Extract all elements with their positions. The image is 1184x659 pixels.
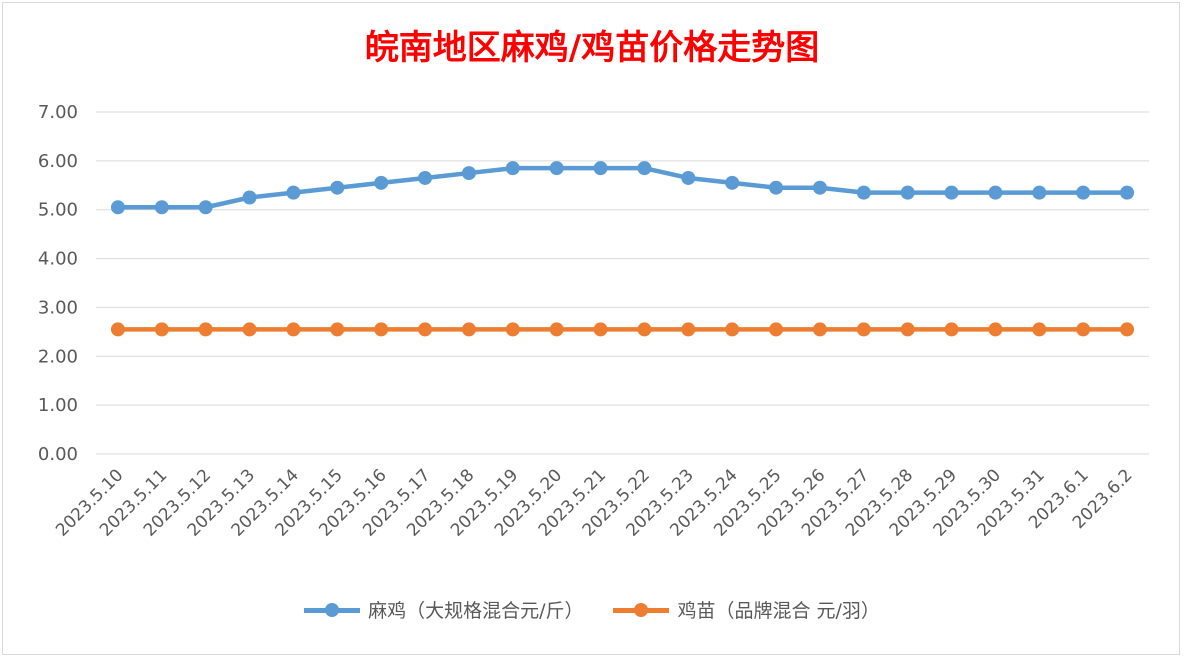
- data-point-series-2: [637, 322, 652, 337]
- data-point-series-2: [856, 322, 871, 337]
- data-point-series-1: [330, 180, 345, 195]
- data-point-series-1: [812, 180, 827, 195]
- y-tick-label: 3.00: [38, 297, 78, 318]
- series-line-1: [117, 165, 1128, 210]
- data-point-series-2: [242, 322, 257, 337]
- legend-dot-series-1: [325, 602, 340, 617]
- data-point-series-1: [1032, 185, 1047, 200]
- data-point-series-1: [988, 185, 1003, 200]
- data-point-series-2: [1032, 322, 1047, 337]
- data-point-series-2: [198, 322, 213, 337]
- data-point-series-2: [988, 322, 1003, 337]
- data-point-series-2: [1120, 322, 1135, 337]
- data-point-series-2: [900, 322, 915, 337]
- data-point-series-2: [769, 322, 784, 337]
- data-point-series-2: [418, 322, 433, 337]
- data-point-series-1: [549, 161, 564, 176]
- data-point-series-1: [110, 200, 125, 215]
- data-point-series-1: [418, 170, 433, 185]
- data-point-series-1: [637, 161, 652, 176]
- data-point-series-2: [286, 322, 301, 337]
- data-point-series-2: [812, 322, 827, 337]
- data-point-series-1: [154, 200, 169, 215]
- data-point-series-1: [681, 170, 696, 185]
- data-point-series-1: [374, 175, 389, 190]
- data-point-series-1: [944, 185, 959, 200]
- y-tick-label: 5.00: [38, 200, 78, 221]
- legend-item-series-1: 麻鸡（大规格混合元/斤）: [304, 596, 583, 623]
- data-point-series-1: [286, 185, 301, 200]
- legend-dot-series-2: [634, 602, 649, 617]
- legend-label-series-2: 鸡苗（品牌混合 元/羽）: [677, 600, 880, 622]
- data-point-series-2: [374, 322, 389, 337]
- y-tick-label: 4.00: [38, 249, 78, 270]
- data-point-series-1: [198, 200, 213, 215]
- data-point-series-2: [725, 322, 740, 337]
- data-point-series-1: [1120, 185, 1135, 200]
- data-point-series-2: [681, 322, 696, 337]
- legend-marker-series-1: [304, 602, 361, 617]
- data-point-series-2: [110, 322, 125, 337]
- data-point-series-2: [505, 322, 520, 337]
- data-point-series-1: [505, 161, 520, 176]
- y-tick-label: 1.00: [38, 395, 78, 416]
- y-tick-label: 6.00: [38, 151, 78, 172]
- data-point-series-2: [1076, 322, 1091, 337]
- data-point-series-2: [154, 322, 169, 337]
- legend: 麻鸡（大规格混合元/斤） 鸡苗（品牌混合 元/羽）: [0, 596, 1184, 623]
- data-point-series-1: [461, 166, 476, 181]
- legend-label-series-1: 麻鸡（大规格混合元/斤）: [368, 600, 584, 622]
- data-point-series-2: [330, 322, 345, 337]
- chart-title: 皖南地区麻鸡/鸡苗价格走势图: [364, 28, 820, 68]
- data-point-series-2: [461, 322, 476, 337]
- data-point-series-2: [944, 322, 959, 337]
- data-point-series-1: [725, 175, 740, 190]
- legend-marker-series-2: [613, 602, 670, 617]
- data-point-series-1: [242, 190, 257, 205]
- data-point-series-1: [593, 161, 608, 176]
- data-point-series-1: [856, 185, 871, 200]
- y-tick-label: 2.00: [38, 346, 78, 367]
- y-tick-label: 7.00: [38, 102, 78, 123]
- y-tick-label: 0.00: [38, 444, 78, 465]
- data-point-series-1: [900, 185, 915, 200]
- data-point-series-1: [1076, 185, 1091, 200]
- data-point-series-2: [593, 322, 608, 337]
- legend-item-series-2: 鸡苗（品牌混合 元/羽）: [613, 596, 880, 623]
- data-point-series-1: [769, 180, 784, 195]
- data-point-series-2: [549, 322, 564, 337]
